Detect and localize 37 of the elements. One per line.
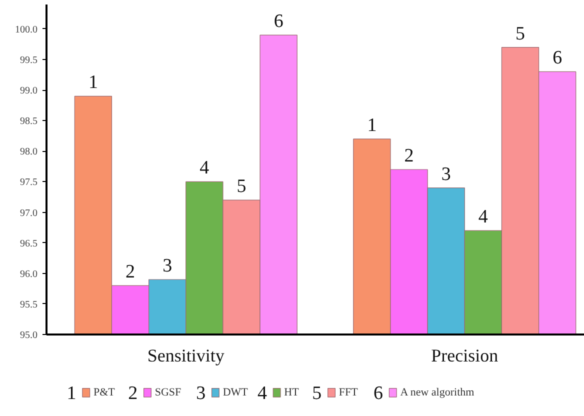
legend-label: DWT bbox=[222, 386, 248, 399]
y-tick-label: 98.0 bbox=[20, 146, 38, 158]
text: 5 bbox=[312, 383, 322, 404]
y-tick-label: 95.0 bbox=[20, 330, 38, 341]
annotation: 3 bbox=[162, 256, 172, 276]
text: 4 bbox=[257, 383, 267, 404]
y-tick-label: 97.0 bbox=[20, 208, 38, 219]
y-tick-label: 99.5 bbox=[20, 55, 38, 66]
text: 6 bbox=[374, 383, 384, 404]
x-tick-label: Precision bbox=[431, 346, 498, 366]
y-tick-label: 95.5 bbox=[20, 299, 38, 310]
y-tick-label: 98.5 bbox=[20, 116, 38, 128]
legend-label: A new algorithm bbox=[400, 386, 475, 399]
annotation: 1 bbox=[88, 72, 98, 94]
annotation: 5 bbox=[236, 176, 246, 198]
annotation: 6 bbox=[274, 11, 284, 32]
annotation: 1 bbox=[367, 114, 377, 136]
legend-label: P&T bbox=[93, 386, 116, 399]
legend-label: HT bbox=[284, 386, 300, 399]
annotation: 3 bbox=[441, 164, 451, 185]
legend-label: FFT bbox=[338, 386, 358, 399]
x-tick-label: Sensitivity bbox=[147, 346, 224, 366]
y-tick-label: 100.0 bbox=[15, 24, 38, 36]
annotation: 4 bbox=[478, 206, 488, 228]
text: 2 bbox=[128, 383, 138, 404]
annotation: 4 bbox=[200, 158, 210, 179]
y-tick-label: 96.5 bbox=[20, 238, 38, 250]
annotation: 2 bbox=[404, 146, 414, 166]
annotation: 2 bbox=[126, 262, 136, 283]
legend-label: SGSF bbox=[154, 386, 182, 399]
annotation: 5 bbox=[515, 23, 525, 44]
y-tick-label: 99.0 bbox=[20, 86, 38, 97]
text: 3 bbox=[196, 383, 206, 404]
text: 1 bbox=[66, 383, 76, 404]
y-tick-label: 97.5 bbox=[20, 177, 38, 188]
annotation: 6 bbox=[552, 48, 562, 69]
y-tick-label: 96.0 bbox=[20, 268, 38, 280]
